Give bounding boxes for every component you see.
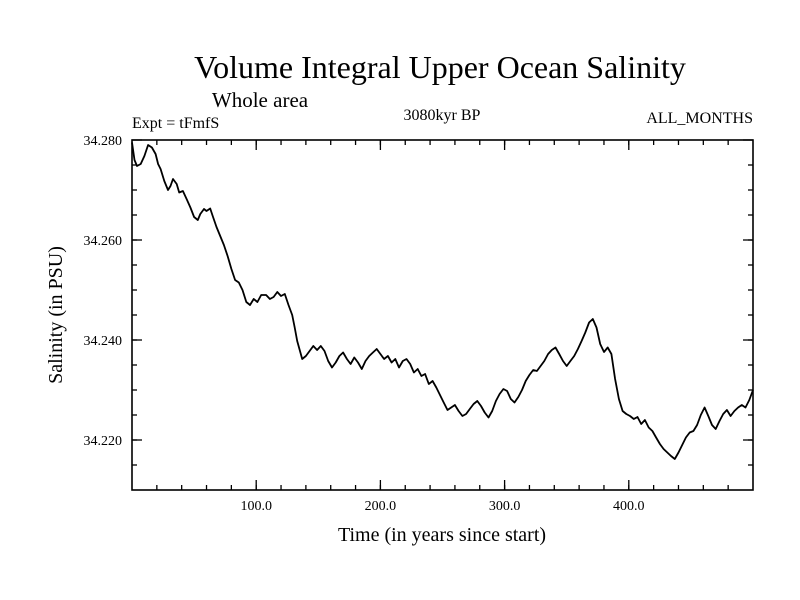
- plot-frame: [131, 139, 754, 491]
- x-tick-label: 300.0: [489, 499, 521, 514]
- y-tick-label: 34.220: [84, 434, 123, 449]
- x-axis-label: Time (in years since start): [338, 524, 546, 546]
- axis-tick-labels: 100.0 200.0 300.0 400.0 34.280 34.260 34.240 34…: [84, 134, 645, 514]
- chart-subtitle: Whole area: [212, 88, 309, 112]
- experiment-label: Expt = tFmfS: [132, 115, 219, 132]
- y-tick-label: 34.280: [84, 134, 123, 149]
- axis-ticks: [132, 139, 753, 490]
- salinity-series-line: [131, 142, 754, 460]
- months-label: ALL_MONTHS: [646, 110, 753, 127]
- y-axis-label: Salinity (in PSU): [45, 246, 67, 384]
- chart-title: Volume Integral Upper Ocean Salinity: [194, 49, 686, 85]
- x-tick-label: 200.0: [365, 499, 397, 514]
- period-label: 3080kyr BP: [404, 107, 481, 124]
- y-tick-label: 34.240: [84, 334, 123, 349]
- x-tick-label: 100.0: [240, 499, 272, 514]
- y-tick-label: 34.260: [84, 234, 123, 249]
- x-tick-label: 400.0: [613, 499, 645, 514]
